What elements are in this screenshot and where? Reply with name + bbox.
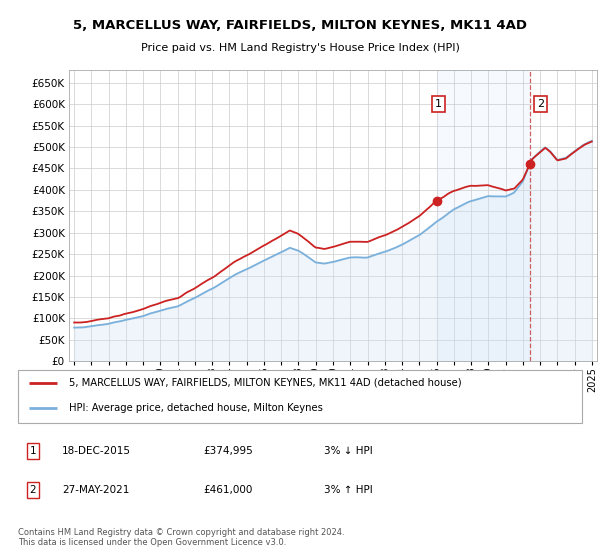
Text: 3% ↑ HPI: 3% ↑ HPI [323, 485, 373, 495]
Text: 2: 2 [29, 485, 37, 495]
Text: Price paid vs. HM Land Registry's House Price Index (HPI): Price paid vs. HM Land Registry's House … [140, 43, 460, 53]
Text: 5, MARCELLUS WAY, FAIRFIELDS, MILTON KEYNES, MK11 4AD: 5, MARCELLUS WAY, FAIRFIELDS, MILTON KEY… [73, 18, 527, 32]
Text: HPI: Average price, detached house, Milton Keynes: HPI: Average price, detached house, Milt… [69, 403, 323, 413]
Text: 27-MAY-2021: 27-MAY-2021 [62, 485, 130, 495]
Text: 18-DEC-2015: 18-DEC-2015 [62, 446, 131, 456]
Text: £461,000: £461,000 [203, 485, 253, 495]
Bar [437, 70, 530, 361]
Text: 5, MARCELLUS WAY, FAIRFIELDS, MILTON KEYNES, MK11 4AD (detached house): 5, MARCELLUS WAY, FAIRFIELDS, MILTON KEY… [69, 378, 461, 388]
Text: 1: 1 [435, 99, 442, 109]
Text: 3% ↓ HPI: 3% ↓ HPI [323, 446, 373, 456]
Text: 1: 1 [29, 446, 37, 456]
Text: Contains HM Land Registry data © Crown copyright and database right 2024.
This d: Contains HM Land Registry data © Crown c… [18, 528, 344, 547]
Text: £374,995: £374,995 [203, 446, 253, 456]
Text: 2: 2 [537, 99, 544, 109]
